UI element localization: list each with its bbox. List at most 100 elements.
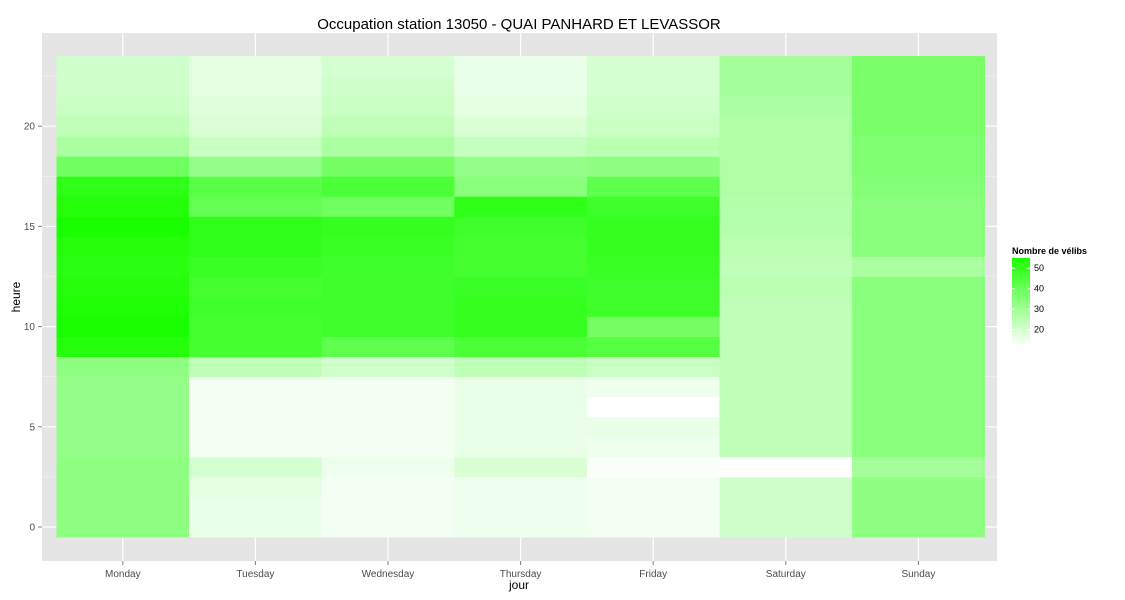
heatmap-cell: [454, 56, 588, 77]
heatmap-cell: [189, 156, 323, 177]
heatmap-cell: [321, 336, 455, 358]
heatmap-cell: [321, 416, 455, 438]
heatmap-cell: [852, 156, 986, 177]
heatmap-cell: [189, 176, 323, 197]
heatmap-cell: [719, 216, 853, 237]
legend-tick-label: 20: [1034, 325, 1044, 335]
heatmap-cell: [454, 496, 588, 518]
legend-title: Nombre de vélibs: [1012, 246, 1087, 256]
heatmap-cell: [321, 56, 455, 77]
heatmap-cell: [56, 456, 190, 478]
legend-tick-label: 50: [1034, 263, 1044, 273]
heatmap-cell: [719, 116, 853, 137]
heatmap-cell: [454, 296, 588, 317]
heatmap-cell: [852, 376, 986, 398]
heatmap-cell: [719, 476, 853, 498]
heatmap-cell: [586, 336, 720, 358]
heatmap-cell: [189, 456, 323, 478]
y-tick-label: 5: [29, 422, 35, 433]
heatmap-cell: [852, 176, 986, 197]
heatmap-cell: [56, 196, 190, 217]
heatmap-cell: [719, 196, 853, 217]
heatmap-cell: [454, 356, 588, 378]
heatmap-cell: [56, 236, 190, 257]
heatmap-cell: [586, 316, 720, 338]
heatmap-cell: [586, 416, 720, 438]
heatmap-cell: [719, 516, 853, 538]
heatmap-cells: [56, 56, 986, 538]
heatmap-cell: [56, 356, 190, 378]
y-tick-label: 10: [24, 322, 36, 333]
x-tick-label: Tuesday: [236, 569, 274, 580]
heatmap-cell: [321, 496, 455, 518]
heatmap-cell: [189, 56, 323, 77]
heatmap-cell: [321, 396, 455, 418]
heatmap-cell: [852, 516, 986, 538]
x-tick-label: Monday: [105, 569, 141, 580]
heatmap-cell: [56, 116, 190, 137]
legend-tick-label: 30: [1034, 304, 1044, 314]
heatmap-cell: [852, 276, 986, 297]
y-tick-label: 20: [24, 122, 36, 133]
heatmap-cell: [454, 136, 588, 157]
heatmap-cell: [189, 116, 323, 137]
heatmap-cell: [586, 276, 720, 297]
heatmap-cell: [56, 56, 190, 77]
heatmap-cell: [454, 236, 588, 257]
heatmap-cell: [189, 416, 323, 438]
heatmap-cell: [852, 236, 986, 257]
heatmap-cell: [321, 136, 455, 157]
heatmap-cell: [189, 296, 323, 317]
heatmap-cell: [719, 496, 853, 518]
heatmap-cell: [719, 256, 853, 277]
heatmap-cell: [56, 316, 190, 338]
heatmap-cell: [321, 276, 455, 297]
heatmap-cell: [586, 196, 720, 217]
y-axis-title: heure: [9, 281, 23, 312]
heatmap-cell: [719, 456, 853, 478]
x-tick-label: Wednesday: [362, 569, 415, 580]
y-tick-label: 15: [24, 222, 36, 233]
heatmap-cell: [189, 336, 323, 358]
heatmap-cell: [189, 236, 323, 257]
heatmap-cell: [56, 476, 190, 498]
heatmap-cell: [719, 356, 853, 378]
heatmap-cell: [189, 376, 323, 398]
heatmap-cell: [56, 156, 190, 177]
heatmap-cell: [852, 56, 986, 77]
x-tick-label: Sunday: [901, 569, 935, 580]
heatmap-cell: [586, 396, 720, 418]
heatmap-cell: [719, 136, 853, 157]
heatmap-cell: [852, 316, 986, 338]
heatmap-cell: [321, 256, 455, 277]
heatmap-cell: [852, 476, 986, 498]
heatmap-cell: [586, 496, 720, 518]
heatmap-cell: [56, 136, 190, 157]
heatmap-cell: [454, 156, 588, 177]
x-axis: Monday Tuesday Wednesday Thursday Friday Satu…: [105, 561, 935, 580]
heatmap-cell: [454, 176, 588, 197]
heatmap-cell: [586, 376, 720, 398]
heatmap-cell: [56, 176, 190, 197]
chart-title: Occupation station 13050 - QUAI PANHARD …: [317, 16, 721, 33]
heatmap-cell: [189, 496, 323, 518]
heatmap-cell: [189, 316, 323, 338]
heatmap-cell: [719, 436, 853, 458]
heatmap-cell: [719, 376, 853, 398]
heatmap-cell: [189, 136, 323, 157]
legend-colorbar: [1012, 258, 1030, 346]
heatmap-cell: [586, 156, 720, 177]
heatmap-cell: [321, 236, 455, 257]
heatmap-cell: [189, 276, 323, 297]
heatmap-cell: [586, 176, 720, 197]
heatmap-cell: [586, 456, 720, 478]
heatmap-cell: [56, 336, 190, 358]
heatmap-cell: [852, 436, 986, 458]
heatmap-cell: [321, 196, 455, 217]
heatmap-cell: [454, 196, 588, 217]
heatmap-cell: [586, 76, 720, 97]
heatmap-cell: [454, 76, 588, 97]
x-tick-label: Friday: [639, 569, 667, 580]
y-tick-label: 0: [29, 523, 35, 534]
